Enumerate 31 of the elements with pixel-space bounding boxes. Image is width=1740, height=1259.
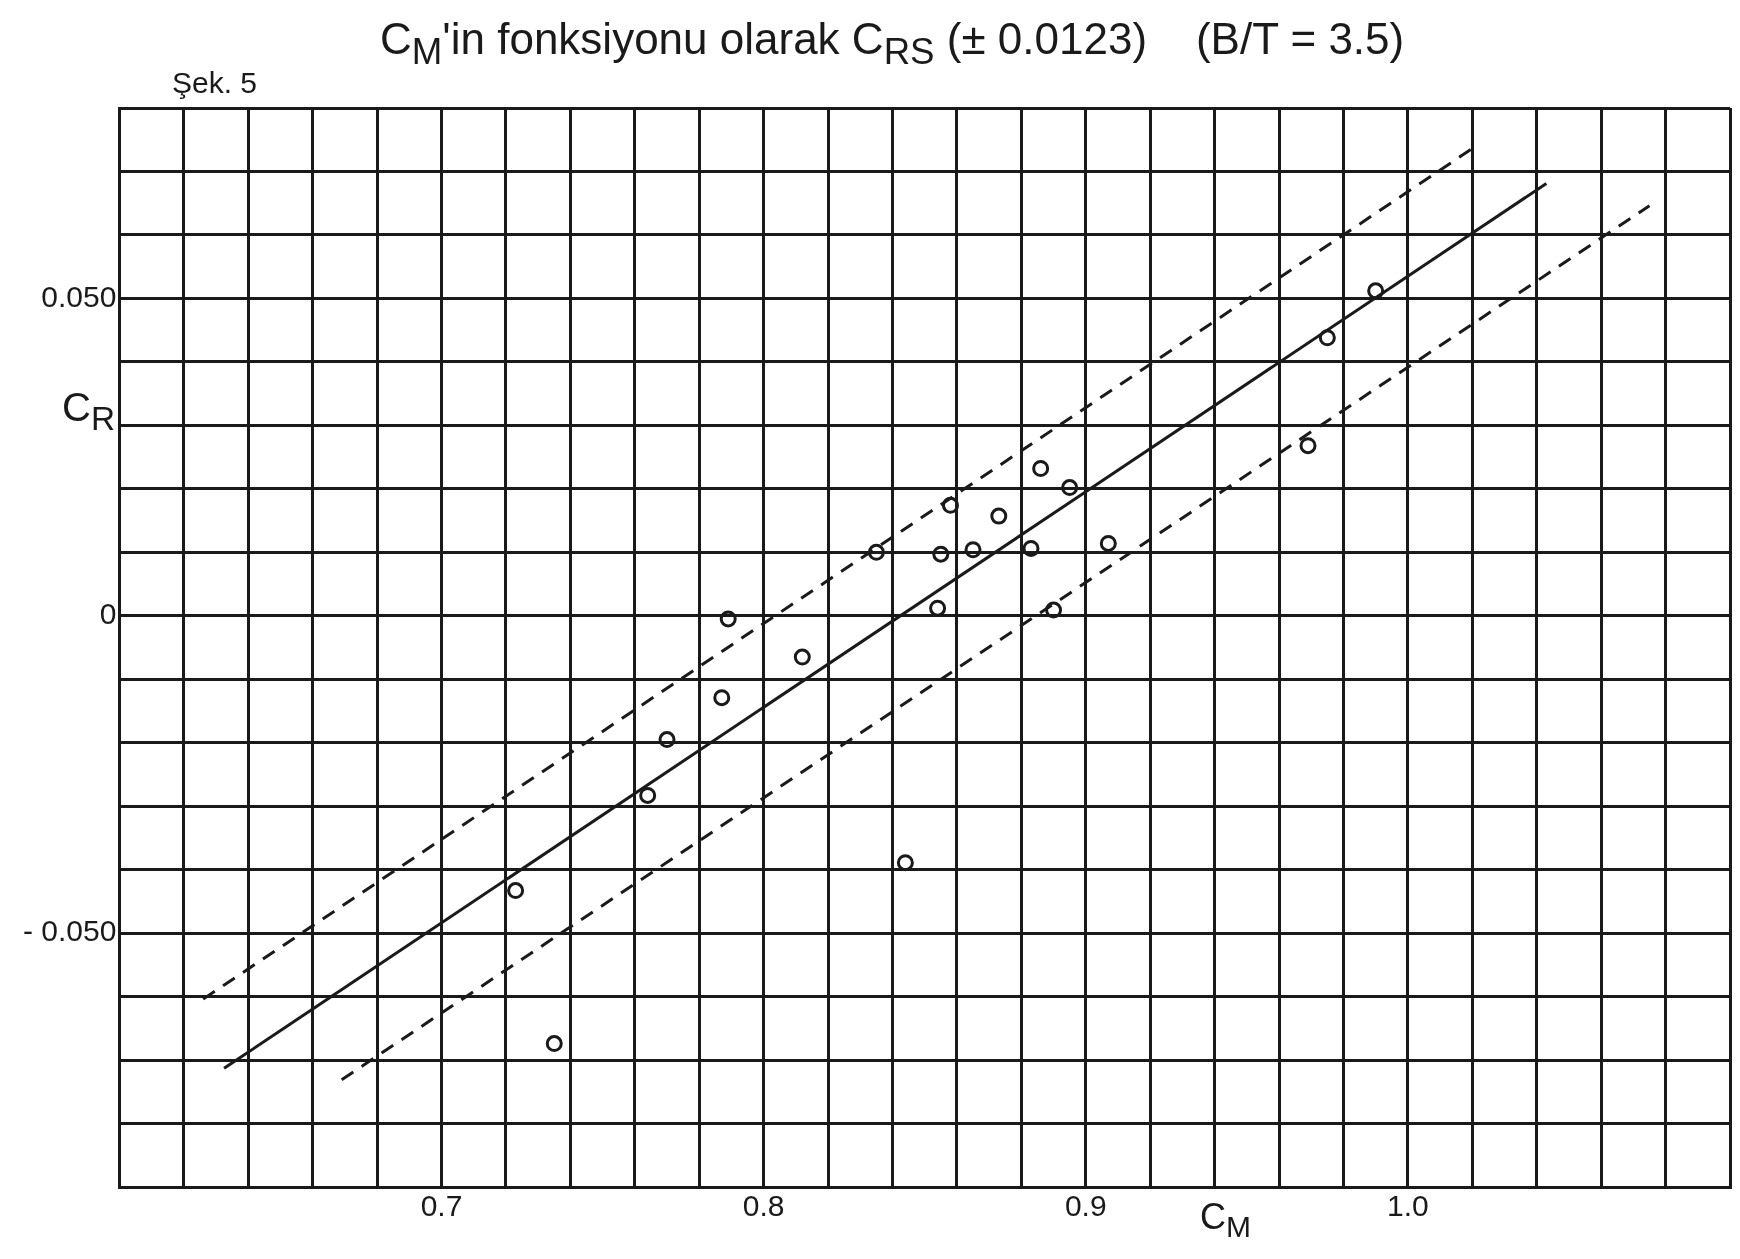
point: [990, 507, 1008, 525]
point: [1099, 534, 1117, 552]
x-tick-label: 0.9: [1064, 1189, 1107, 1223]
point: [1299, 437, 1317, 455]
y-axis-title: C$_{R}$: [62, 385, 115, 438]
point: [658, 731, 676, 749]
text: Şek. 5: [172, 66, 258, 100]
point: [867, 543, 885, 561]
x-tick-label: 0.7: [420, 1189, 463, 1223]
point: [719, 610, 737, 628]
y-tick-label: - 0.050: [22, 914, 117, 948]
point: [713, 689, 731, 707]
x-axis-title: C$_{M}$: [1200, 1196, 1251, 1245]
point: [1061, 479, 1079, 497]
point: [964, 541, 982, 559]
point: [1032, 460, 1050, 478]
point: [1318, 329, 1336, 347]
y-tick-label: 0: [99, 597, 117, 631]
point: [507, 882, 525, 900]
point: [639, 786, 657, 804]
point: [932, 545, 950, 563]
point: [545, 1035, 563, 1053]
chart-title: C$_{M}$'in fonksiyonu olarak C$_{RS}$ (± 0.0123) (B/T = 3.5): [380, 14, 1405, 73]
point: [896, 854, 914, 872]
point: [1045, 601, 1063, 619]
point: [1022, 539, 1040, 557]
x-tick-label: 1.0: [1387, 1189, 1429, 1223]
x-tick-label: 0.8: [742, 1189, 785, 1223]
y-tick-label: 0.050: [41, 279, 117, 313]
point: [941, 496, 959, 514]
point: [793, 648, 811, 666]
